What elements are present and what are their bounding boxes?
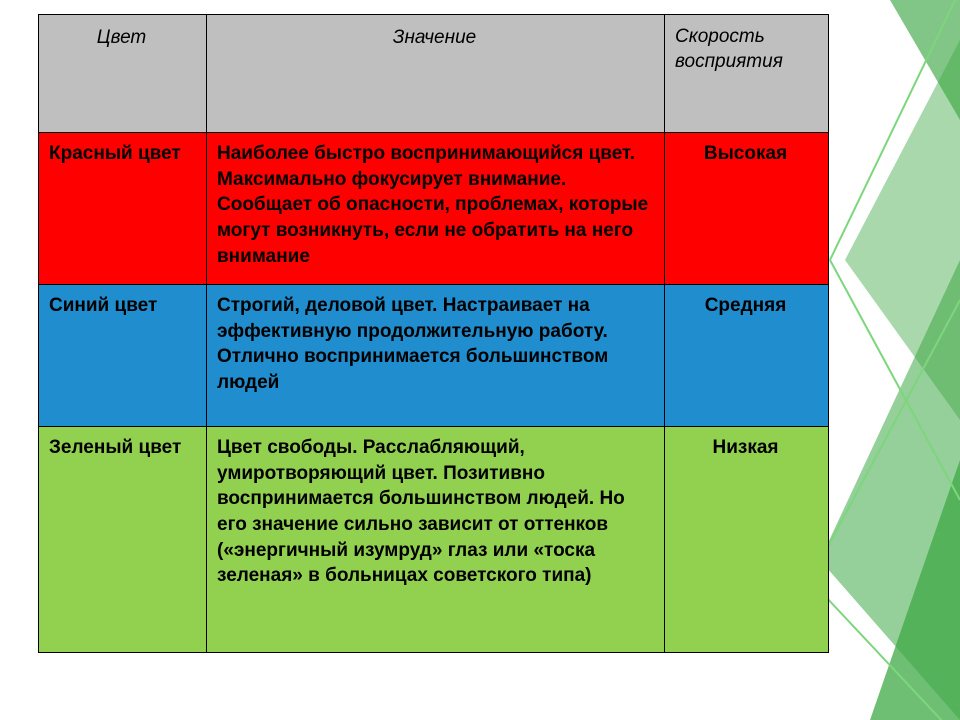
deco-line-2 [830, 260, 960, 500]
cell-color-name: Зеленый цвет [39, 427, 207, 653]
cell-color-name: Красный цвет [39, 133, 207, 285]
cell-speed: Высокая [665, 133, 829, 285]
color-table: Цвет Значение Скорость восприятия Красны… [38, 14, 829, 653]
color-table-container: Цвет Значение Скорость восприятия Красны… [38, 14, 828, 653]
deco-line-3 [810, 300, 960, 580]
cell-speed: Средняя [665, 285, 829, 427]
deco-poly-4 [870, 460, 960, 720]
cell-meaning: Наиболее быстро воспринимающийся цвет. М… [207, 133, 665, 285]
cell-color-name: Синий цвет [39, 285, 207, 427]
table-row: Зеленый цвет Цвет свободы. Расслабляющий… [39, 427, 829, 653]
header-speed: Скорость восприятия [665, 15, 829, 133]
header-color: Цвет [39, 15, 207, 133]
header-meaning: Значение [207, 15, 665, 133]
deco-poly-2 [845, 40, 960, 420]
table-header-row: Цвет Значение Скорость восприятия [39, 15, 829, 133]
deco-line-1 [830, 0, 960, 260]
cell-meaning: Цвет свободы. Расслабляющий, умиротворяю… [207, 427, 665, 653]
table-row: Красный цвет Наиболее быстро воспринимаю… [39, 133, 829, 285]
cell-meaning: Строгий, деловой цвет. Настраивает на эф… [207, 285, 665, 427]
deco-line-4 [810, 580, 960, 720]
deco-poly-3 [820, 260, 960, 720]
table-row: Синий цвет Строгий, деловой цвет. Настра… [39, 285, 829, 427]
table-body: Красный цвет Наиболее быстро воспринимаю… [39, 133, 829, 653]
cell-speed: Низкая [665, 427, 829, 653]
deco-poly-1 [890, 0, 960, 120]
